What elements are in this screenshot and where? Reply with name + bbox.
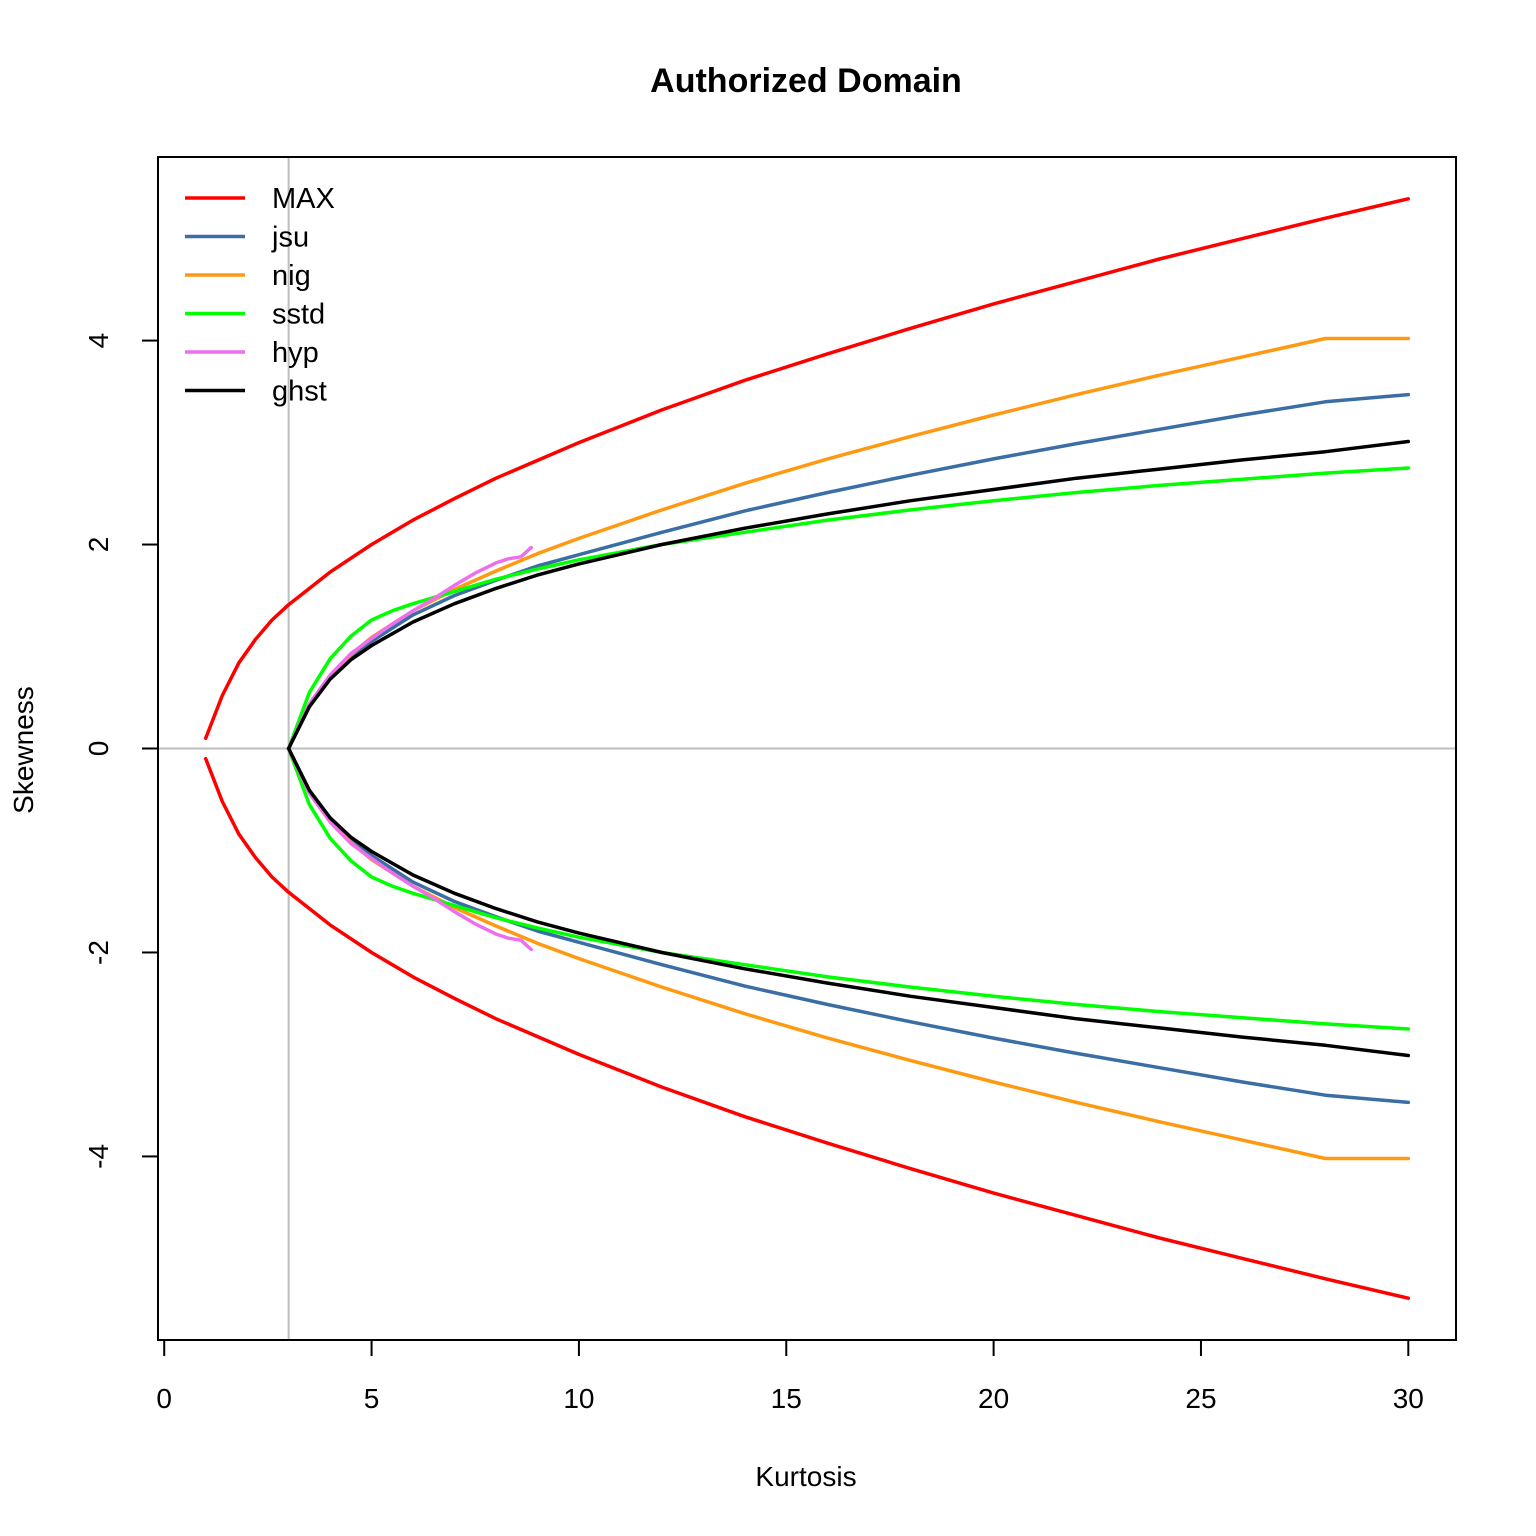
series-line-nig-lower (286, 746, 1411, 1161)
series-line-ghst-upper (286, 439, 1411, 751)
series-line-sstd-upper (286, 466, 1411, 751)
legend-label-MAX: MAX (272, 183, 335, 215)
y-axis-label: Skewness (8, 686, 39, 814)
series-line-ghst-lower (286, 746, 1411, 1058)
x-axis: 0 5 10 15 20 25 30 (156, 1339, 1424, 1414)
y-tick-label: -4 (83, 1144, 114, 1169)
x-tick-label: 30 (1393, 1383, 1424, 1414)
x-tick-label: 5 (364, 1383, 380, 1414)
x-tick-label: 10 (563, 1383, 594, 1414)
plot-area (158, 157, 1456, 1340)
series-line-jsu-lower (286, 746, 1411, 1105)
legend-label-sstd: sstd (272, 299, 325, 331)
x-tick-label: 20 (978, 1383, 1009, 1414)
chart-title: Authorized Domain (650, 62, 962, 100)
x-tick-label: 0 (156, 1383, 172, 1414)
y-tick-label: 2 (83, 537, 114, 553)
series-line-sstd-lower (286, 746, 1411, 1031)
series-line-MAX-lower (203, 756, 1411, 1300)
legend-label-nig: nig (272, 260, 311, 292)
y-tick-label: -2 (83, 940, 114, 965)
legend: MAX jsu nig sstd hyp ghst (185, 183, 335, 408)
x-axis-label: Kurtosis (755, 1461, 856, 1492)
y-tick-label: 4 (83, 333, 114, 349)
series-line-jsu-upper (286, 392, 1411, 751)
series-layer (203, 197, 1411, 1300)
x-tick-label: 15 (771, 1383, 802, 1414)
legend-label-hyp: hyp (272, 337, 319, 369)
series-line-hyp-lower (286, 746, 533, 952)
y-axis: -4 -2 0 2 4 (83, 333, 159, 1169)
series-line-hyp-upper (286, 545, 533, 751)
legend-label-jsu: jsu (271, 222, 309, 254)
y-tick-label: 0 (83, 741, 114, 757)
legend-label-ghst: ghst (272, 376, 327, 408)
series-line-nig-upper (286, 336, 1411, 751)
series-line-MAX-upper (203, 197, 1411, 741)
reference-lines (158, 157, 1456, 1340)
x-tick-label: 25 (1185, 1383, 1216, 1414)
